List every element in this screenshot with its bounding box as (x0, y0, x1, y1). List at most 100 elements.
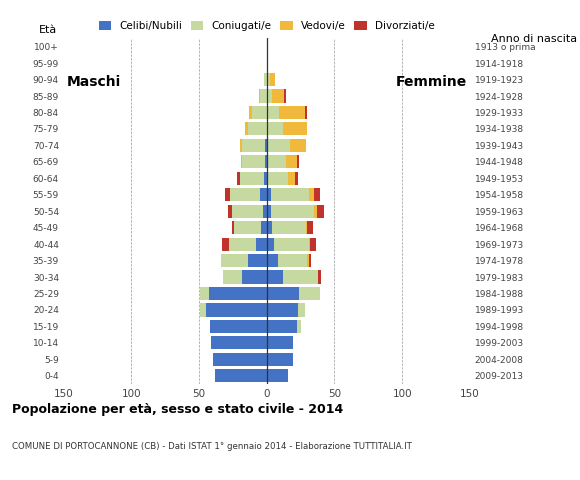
Bar (252, 106, 267, 119)
Bar (267, 320, 296, 333)
Bar (230, 188, 260, 201)
Bar (267, 336, 292, 349)
Bar (267, 204, 271, 218)
Bar (211, 336, 267, 349)
Bar (317, 204, 324, 218)
Bar (231, 221, 234, 234)
Bar (245, 122, 248, 135)
Bar (309, 188, 314, 201)
Bar (299, 287, 320, 300)
Bar (267, 303, 298, 316)
Bar (241, 155, 242, 168)
Bar (225, 188, 230, 201)
Bar (237, 172, 240, 185)
Bar (266, 155, 267, 168)
Bar (267, 155, 286, 168)
Bar (242, 139, 266, 152)
Bar (260, 89, 267, 103)
Bar (229, 238, 256, 251)
Bar (249, 106, 252, 119)
Text: Popolazione per età, sesso e stato civile - 2014: Popolazione per età, sesso e stato civil… (12, 403, 343, 416)
Bar (271, 188, 309, 201)
Bar (267, 221, 272, 234)
Bar (314, 188, 320, 201)
Bar (267, 287, 299, 300)
Bar (309, 254, 311, 267)
Bar (307, 221, 313, 234)
Bar (283, 122, 307, 135)
Bar (210, 320, 267, 333)
Bar (206, 303, 267, 316)
Bar (270, 73, 275, 86)
Bar (298, 303, 304, 316)
Bar (215, 369, 267, 383)
Bar (268, 106, 279, 119)
Bar (278, 254, 307, 267)
Bar (267, 57, 268, 70)
Bar (264, 172, 267, 185)
Bar (259, 89, 260, 103)
Bar (307, 254, 309, 267)
Bar (221, 254, 248, 267)
Bar (283, 270, 318, 284)
Bar (263, 204, 267, 218)
Bar (234, 221, 262, 234)
Bar (222, 238, 229, 251)
Bar (267, 238, 274, 251)
Bar (267, 89, 272, 103)
Bar (296, 320, 300, 333)
Bar (201, 303, 206, 316)
Bar (267, 188, 271, 201)
Bar (314, 204, 317, 218)
Bar (248, 122, 267, 135)
Bar (262, 221, 267, 234)
Bar (264, 73, 267, 86)
Bar (242, 155, 266, 168)
Bar (248, 254, 267, 267)
Bar (267, 369, 288, 383)
Bar (286, 155, 296, 168)
Bar (272, 221, 306, 234)
Bar (267, 353, 292, 366)
Legend: Celibi/Nubili, Coniugati/e, Vedovi/e, Divorziati/e: Celibi/Nubili, Coniugati/e, Vedovi/e, Di… (99, 21, 434, 31)
Bar (290, 139, 306, 152)
Bar (268, 172, 288, 185)
Bar (231, 204, 263, 218)
Bar (242, 270, 267, 284)
Bar (306, 221, 307, 234)
Bar (279, 106, 305, 119)
Text: Maschi: Maschi (67, 75, 121, 89)
Bar (295, 172, 298, 185)
Bar (267, 270, 283, 284)
Bar (310, 238, 316, 251)
Bar (304, 106, 307, 119)
Bar (296, 155, 299, 168)
Bar (267, 139, 290, 152)
Text: COMUNE DI PORTOCANNONE (CB) - Dati ISTAT 1° gennaio 2014 - Elaborazione TUTTITAL: COMUNE DI PORTOCANNONE (CB) - Dati ISTAT… (12, 442, 411, 451)
Bar (201, 287, 209, 300)
Bar (267, 172, 268, 185)
Bar (318, 270, 321, 284)
Text: Età: Età (39, 25, 57, 35)
Bar (227, 204, 231, 218)
Bar (213, 353, 267, 366)
Bar (260, 188, 267, 201)
Bar (309, 238, 310, 251)
Bar (267, 122, 283, 135)
Bar (288, 172, 295, 185)
Bar (272, 89, 284, 103)
Bar (266, 139, 267, 152)
Bar (223, 270, 242, 284)
Bar (267, 254, 278, 267)
Bar (240, 139, 242, 152)
Bar (267, 73, 270, 86)
Bar (284, 89, 286, 103)
Text: Anno di nascita: Anno di nascita (491, 34, 577, 44)
Bar (271, 204, 314, 218)
Bar (240, 172, 264, 185)
Text: Femmine: Femmine (396, 75, 467, 89)
Bar (274, 238, 309, 251)
Bar (267, 106, 268, 119)
Bar (256, 238, 267, 251)
Bar (209, 287, 267, 300)
